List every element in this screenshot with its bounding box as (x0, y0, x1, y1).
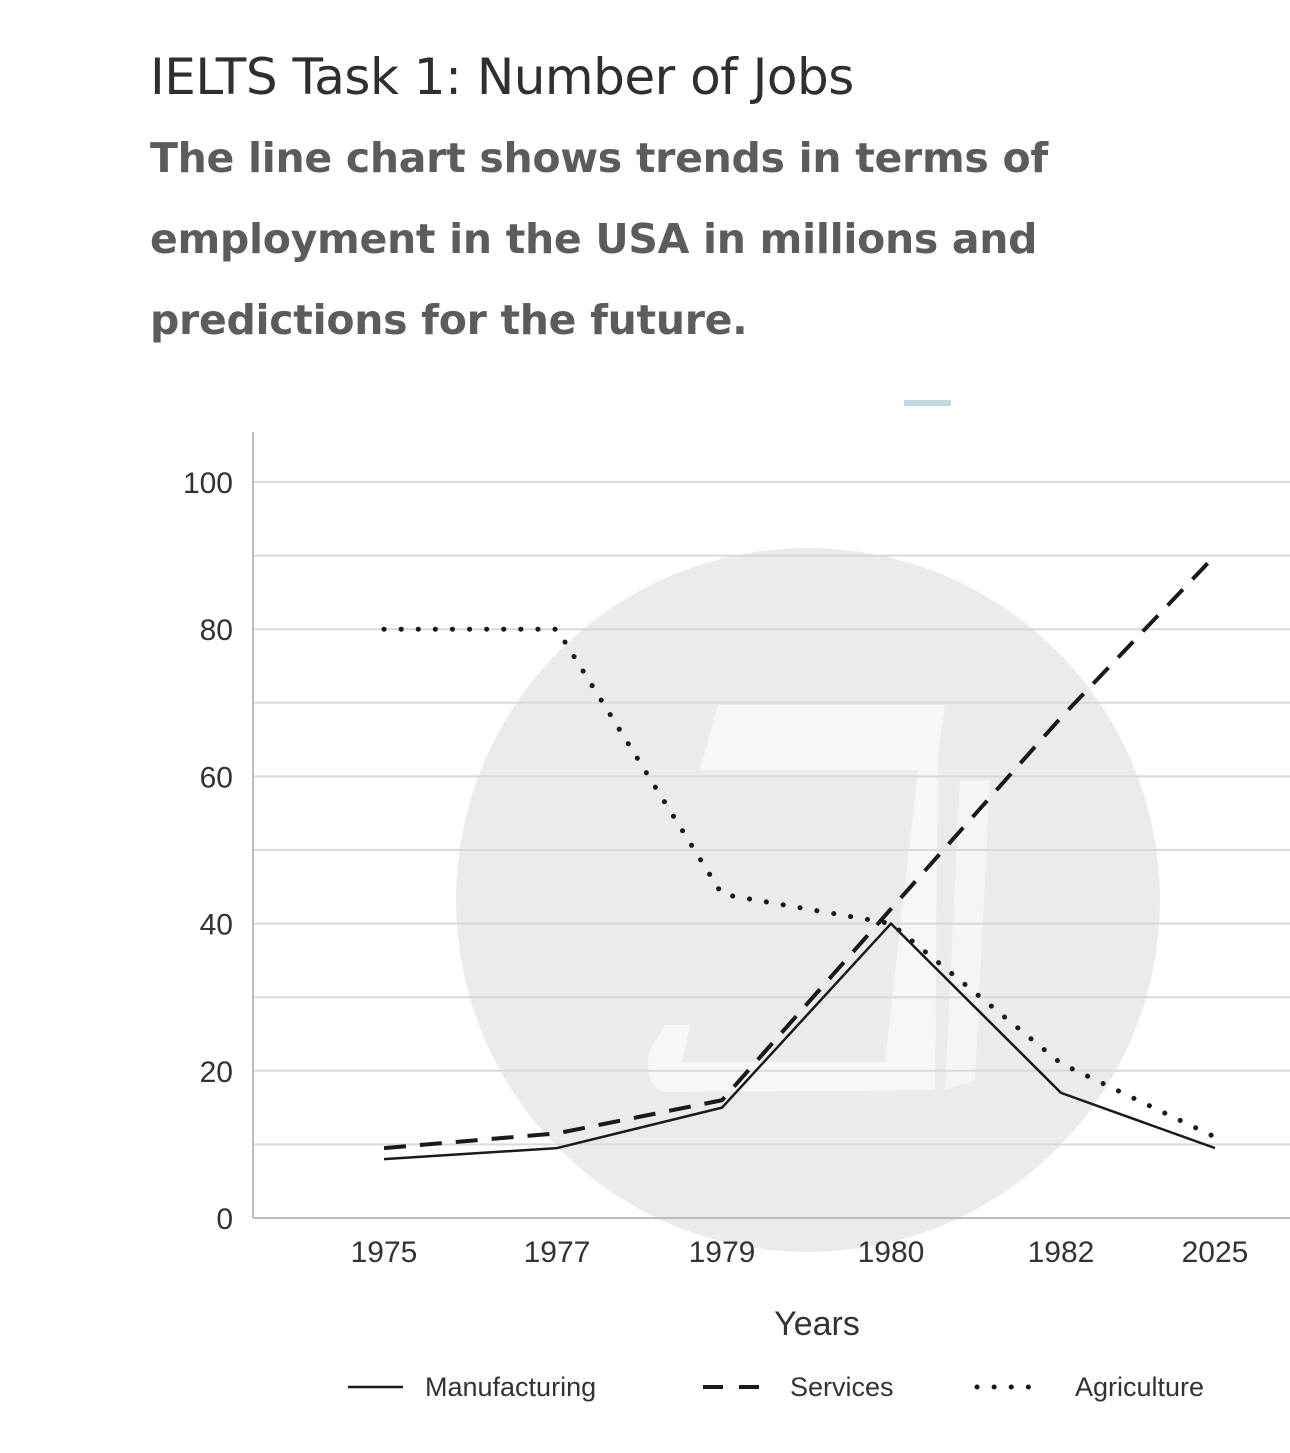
legend: Manufacturing Services Agriculture (348, 1372, 1204, 1402)
axes (252, 432, 1290, 1219)
series-lines (381, 554, 1218, 1161)
decorative-dash (904, 400, 951, 406)
y-tick-label: 80 (200, 614, 233, 647)
series-line-services (383, 554, 1217, 1151)
series-line-manufacturing (383, 922, 1216, 1161)
legend-label-manufacturing: Manufacturing (425, 1372, 596, 1402)
page-title: IELTS Task 1: Number of Jobs (150, 48, 854, 106)
y-tick-label: 40 (200, 909, 233, 942)
y-tick-label: 100 (183, 467, 233, 500)
x-tick-label: 1975 (351, 1236, 418, 1269)
x-tick-label: 1982 (1028, 1236, 1095, 1269)
y-tick-label: 0 (216, 1203, 233, 1236)
watermark-logo (456, 548, 1160, 1252)
page-subtitle: The line chart shows trends in terms of … (150, 134, 1048, 344)
tick-labels: 0 20 40 60 80 100 1975 1977 1979 1980 1982 2025 (183, 467, 1248, 1269)
x-tick-label: 1980 (858, 1236, 925, 1269)
legend-label-services: Services (790, 1372, 894, 1402)
legend-label-agriculture: Agriculture (1075, 1372, 1204, 1402)
y-tick-label: 20 (200, 1056, 233, 1089)
series-line-agriculture (381, 626, 1218, 1140)
x-axis-title: Years (774, 1305, 860, 1343)
x-tick-label: 1979 (689, 1236, 756, 1269)
x-tick-label: 2025 (1182, 1236, 1249, 1269)
y-tick-label: 60 (200, 761, 233, 794)
x-tick-label: 1977 (524, 1236, 591, 1269)
